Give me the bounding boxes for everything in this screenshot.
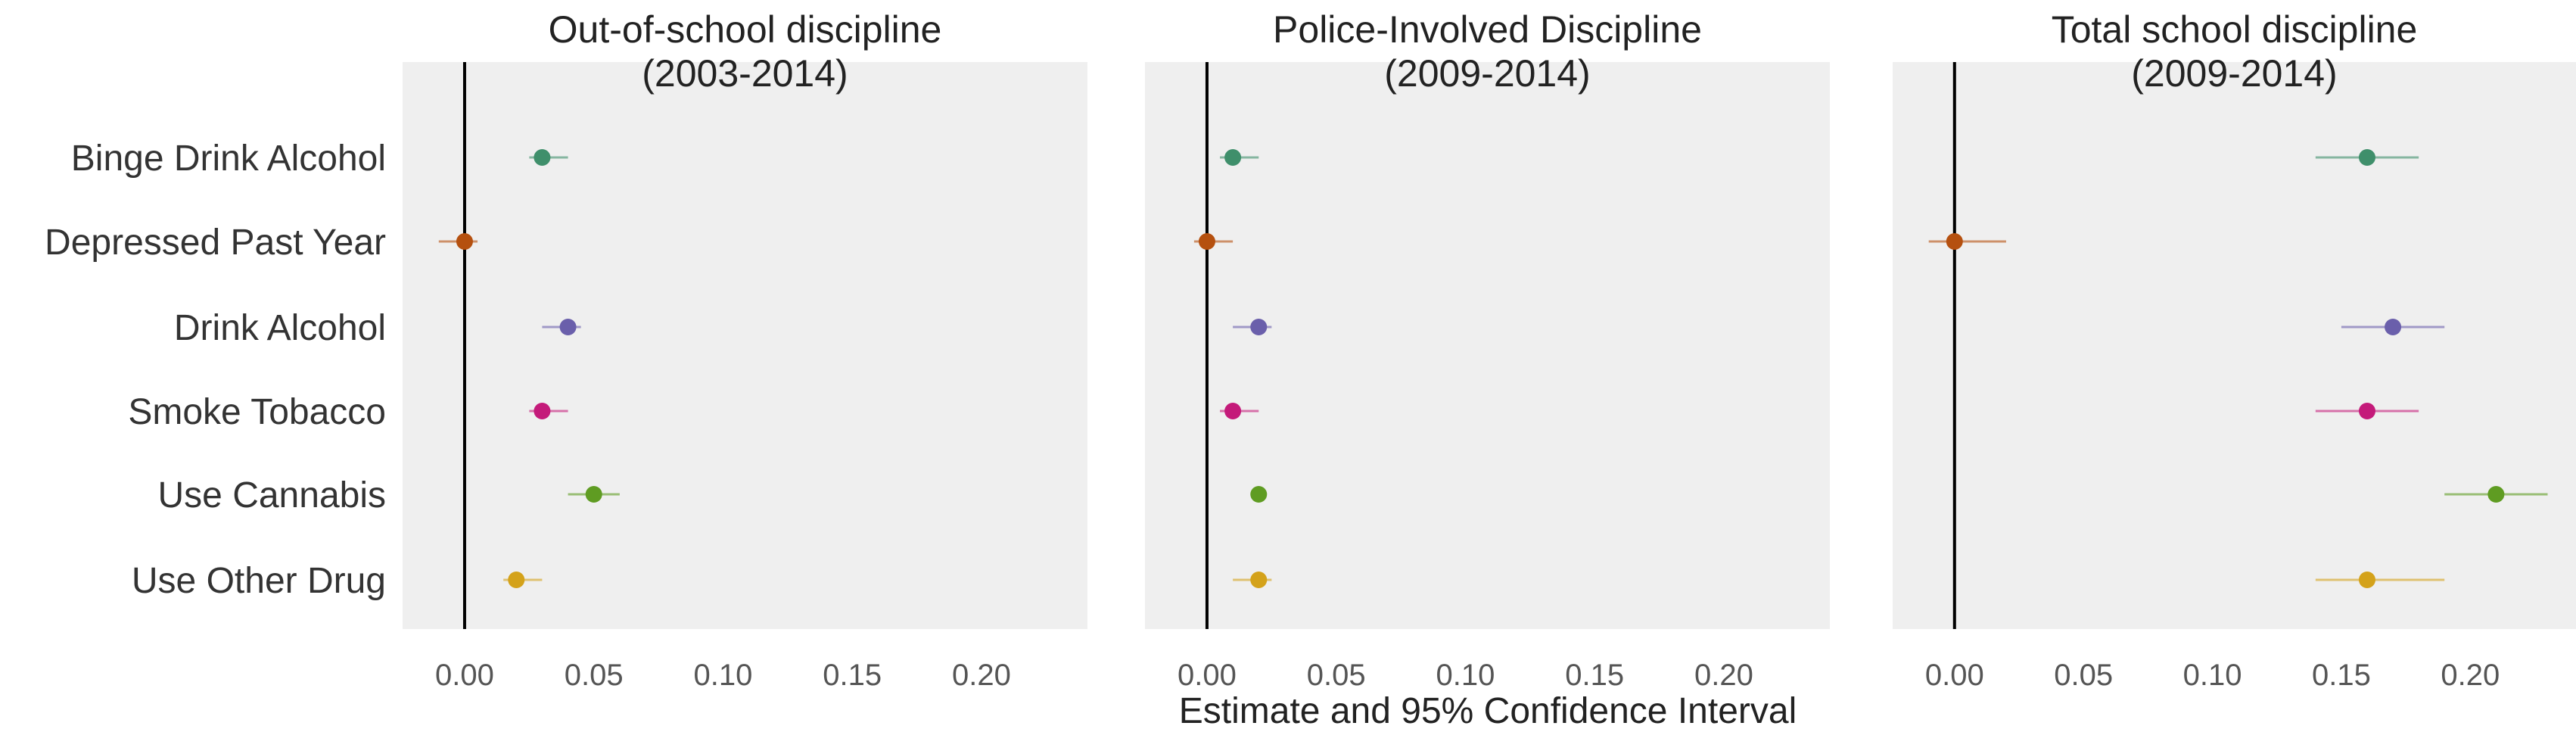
x-tick-label: 0.10 xyxy=(1436,659,1495,692)
panel-title: Out-of-school discipline xyxy=(549,8,942,51)
x-tick-label: 0.20 xyxy=(2441,659,2500,692)
x-tick-label: 0.15 xyxy=(823,659,882,692)
x-tick-label: 0.00 xyxy=(1925,659,1984,692)
estimate-point xyxy=(1250,572,1268,588)
estimate-point xyxy=(2385,319,2402,335)
estimate-point xyxy=(1198,233,1215,250)
panel-background xyxy=(1145,62,1830,629)
estimate-point xyxy=(2358,149,2375,166)
x-tick-label: 0.10 xyxy=(694,659,753,692)
x-tick-label: 0.10 xyxy=(2183,659,2242,692)
estimate-point xyxy=(508,572,525,588)
y-tick-label: Use Cannabis xyxy=(158,475,387,516)
estimate-point xyxy=(456,233,473,250)
x-tick-label: 0.15 xyxy=(2312,659,2371,692)
x-tick-label: 0.15 xyxy=(1565,659,1624,692)
estimate-point xyxy=(534,149,551,166)
estimate-point xyxy=(2358,403,2375,419)
panel-background xyxy=(1893,62,2576,629)
panel-subtitle: (2009-2014) xyxy=(1384,52,1590,95)
y-tick-label: Use Other Drug xyxy=(132,561,386,601)
estimate-point xyxy=(534,403,551,419)
x-tick-label: 0.20 xyxy=(952,659,1011,692)
x-axis-title: Estimate and 95% Confidence Interval xyxy=(1179,691,1797,731)
estimate-point xyxy=(585,486,602,503)
x-tick-label: 0.00 xyxy=(435,659,494,692)
panel-title: Total school discipline xyxy=(2052,8,2418,51)
panel-subtitle: (2009-2014) xyxy=(2131,52,2337,95)
estimate-point xyxy=(2358,572,2375,588)
x-tick-label: 0.00 xyxy=(1178,659,1237,692)
estimate-point xyxy=(559,319,577,335)
estimate-point xyxy=(2487,486,2505,503)
y-tick-label: Binge Drink Alcohol xyxy=(71,139,386,179)
x-tick-label: 0.20 xyxy=(1694,659,1753,692)
estimate-point xyxy=(1224,149,1242,166)
estimate-point xyxy=(1250,486,1268,503)
panel-title: Police-Involved Discipline xyxy=(1273,8,1702,51)
x-tick-label: 0.05 xyxy=(565,659,624,692)
x-tick-label: 0.05 xyxy=(2054,659,2113,692)
panel-background xyxy=(403,62,1087,629)
estimate-point xyxy=(1946,233,1963,250)
estimate-point xyxy=(1224,403,1242,419)
y-tick-label: Depressed Past Year xyxy=(45,223,386,263)
y-tick-label: Smoke Tobacco xyxy=(128,392,386,432)
x-tick-label: 0.05 xyxy=(1307,659,1366,692)
panel-subtitle: (2003-2014) xyxy=(642,52,848,95)
estimate-point xyxy=(1250,319,1268,335)
y-tick-label: Drink Alcohol xyxy=(174,308,386,348)
